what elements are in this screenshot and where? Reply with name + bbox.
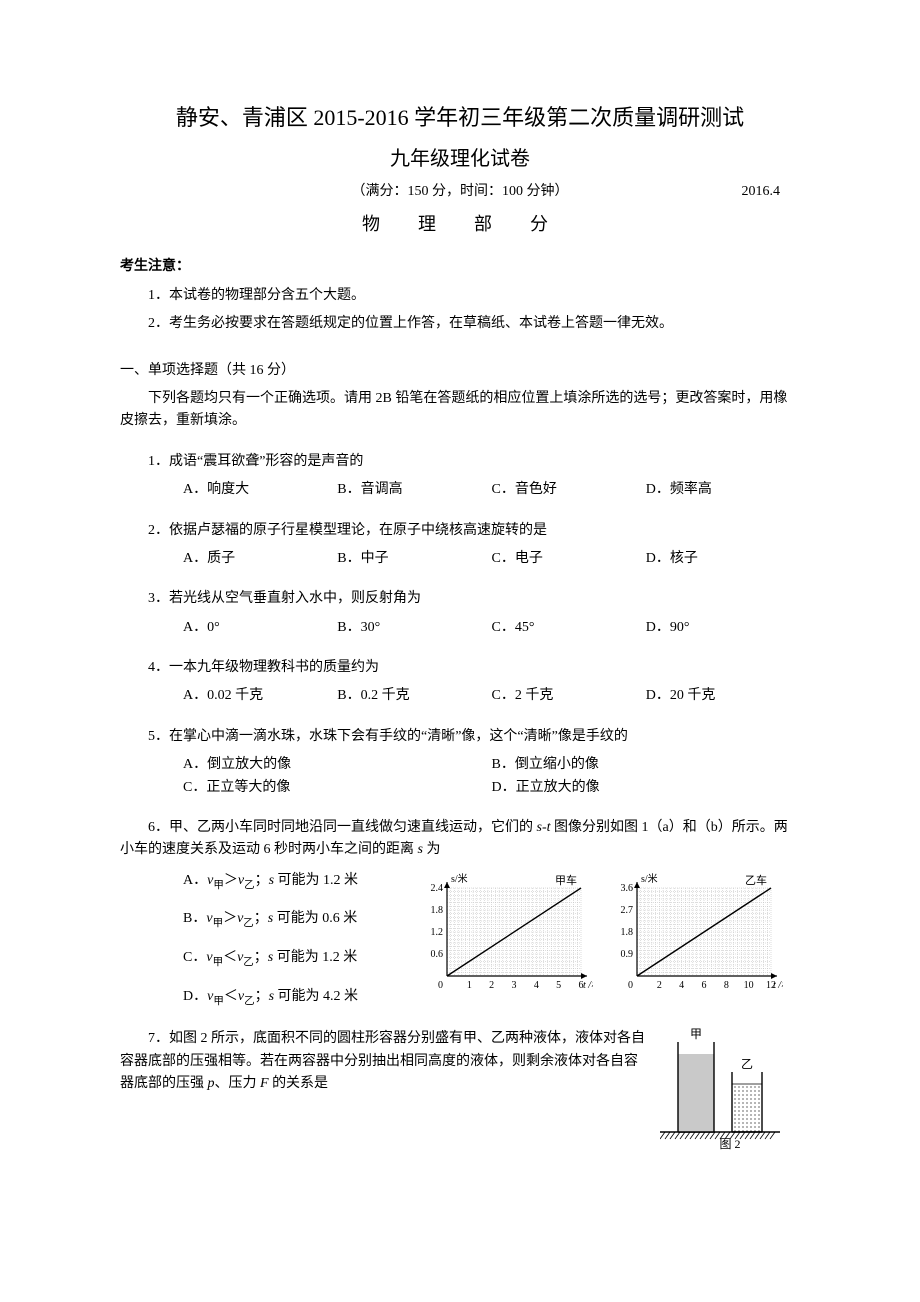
svg-text:1.2: 1.2 [431, 927, 444, 938]
q3-option-d: D．90° [646, 617, 800, 639]
svg-text:甲: 甲 [690, 1027, 702, 1041]
svg-text:8: 8 [724, 980, 729, 991]
svg-text:乙车: 乙车 [745, 873, 767, 887]
svg-text:0: 0 [628, 980, 633, 991]
svg-text:2: 2 [489, 980, 494, 991]
svg-text:甲车: 甲车 [555, 873, 577, 887]
q7-figure: 甲乙图 2 [660, 1020, 780, 1158]
svg-text:1: 1 [467, 980, 472, 991]
svg-text:3: 3 [512, 980, 517, 991]
q6-chart-b: 246810120.91.82.73.60s/米t /秒乙车 [603, 870, 783, 1008]
q1-option-a: A．响度大 [183, 479, 337, 501]
svg-text:s/米: s/米 [451, 872, 468, 885]
q4-stem: 4．一本九年级物理教科书的质量约为 [120, 657, 800, 679]
part1-desc: 下列各题均只有一个正确选项。请用 2B 铅笔在答题纸的相应位置上填涂所选的选号；… [120, 388, 800, 433]
q2-option-b: B．中子 [337, 548, 491, 570]
exam-date: 2016.4 [742, 181, 781, 203]
notice-item: 2．考生务必按要求在答题纸规定的位置上作答，在草稿纸、本试卷上答题一律无效。 [120, 313, 800, 335]
exam-meta: （满分：150 分，时间：100 分钟） [352, 181, 569, 203]
svg-text:0.9: 0.9 [621, 949, 634, 960]
svg-text:6: 6 [702, 980, 707, 991]
svg-text:t /秒: t /秒 [583, 979, 593, 991]
svg-text:2: 2 [657, 980, 662, 991]
q6-option-c: C．v甲＜v乙；s 可能为 1.2 米 [183, 947, 403, 972]
q2-option-a: A．质子 [183, 548, 337, 570]
page-title: 静安、青浦区 2015-2016 学年初三年级第二次质量调研测试 [120, 100, 800, 135]
q6-chart-a: 1234560.61.21.82.40s/米t /秒甲车 [413, 870, 593, 1008]
q3-stem: 3．若光线从空气垂直射入水中，则反射角为 [120, 588, 800, 610]
q4-option-d: D．20 千克 [646, 685, 800, 707]
q4-option-a: A．0.02 千克 [183, 685, 337, 707]
q5-option-a: A．倒立放大的像 [183, 754, 492, 776]
svg-text:4: 4 [679, 980, 684, 991]
q5-stem: 5．在掌心中滴一滴水珠，水珠下会有手纹的“清晰”像，这个“清晰”像是手纹的 [120, 726, 800, 748]
q2-option-d: D．核子 [646, 548, 800, 570]
svg-text:0.6: 0.6 [431, 949, 444, 960]
q1-option-b: B．音调高 [337, 479, 491, 501]
q5-option-c: C．正立等大的像 [183, 777, 492, 799]
q5-option-b: B．倒立缩小的像 [492, 754, 801, 776]
q6-stem: 6．甲、乙两小车同时同地沿同一直线做匀速直线运动，它们的 s-t 图像分别如图 … [120, 817, 800, 862]
svg-text:3.6: 3.6 [621, 883, 634, 894]
svg-text:t /秒: t /秒 [773, 979, 783, 991]
svg-text:乙: 乙 [741, 1057, 753, 1071]
q6-option-a: A．v甲＞v乙；s 可能为 1.2 米 [183, 870, 403, 895]
q5-option-d: D．正立放大的像 [492, 777, 801, 799]
q1-option-c: C．音色好 [492, 479, 646, 501]
svg-text:s/米: s/米 [641, 872, 658, 885]
q6-option-b: B．v甲＞v乙；s 可能为 0.6 米 [183, 908, 403, 933]
svg-text:10: 10 [744, 980, 754, 991]
q1-stem: 1．成语“震耳欲聋”形容的是声音的 [120, 451, 800, 473]
q3-option-b: B．30° [337, 617, 491, 639]
svg-text:4: 4 [534, 980, 539, 991]
q6-option-d: D．v甲＜v乙；s 可能为 4.2 米 [183, 986, 403, 1011]
svg-text:1.8: 1.8 [431, 905, 444, 916]
q3-option-c: C．45° [492, 617, 646, 639]
part1-heading: 一、单项选择题（共 16 分） [120, 360, 800, 382]
svg-text:5: 5 [556, 980, 561, 991]
svg-text:2.4: 2.4 [431, 883, 444, 894]
q1-option-d: D．频率高 [646, 479, 800, 501]
q2-option-c: C．电子 [492, 548, 646, 570]
q4-option-c: C．2 千克 [492, 685, 646, 707]
q4-option-b: B．0.2 千克 [337, 685, 491, 707]
svg-text:图 2: 图 2 [719, 1137, 740, 1150]
svg-text:1.8: 1.8 [621, 927, 634, 938]
svg-text:2.7: 2.7 [621, 905, 634, 916]
page-subtitle: 九年级理化试卷 [120, 143, 800, 175]
subject-section-title: 物 理 部 分 [120, 210, 800, 239]
q3-option-a: A．0° [183, 617, 337, 639]
svg-text:0: 0 [438, 980, 443, 991]
notice-header: 考生注意： [120, 256, 800, 278]
q2-stem: 2．依据卢瑟福的原子行星模型理论，在原子中绕核高速旋转的是 [120, 520, 800, 542]
notice-item: 1．本试卷的物理部分含五个大题。 [120, 285, 800, 307]
